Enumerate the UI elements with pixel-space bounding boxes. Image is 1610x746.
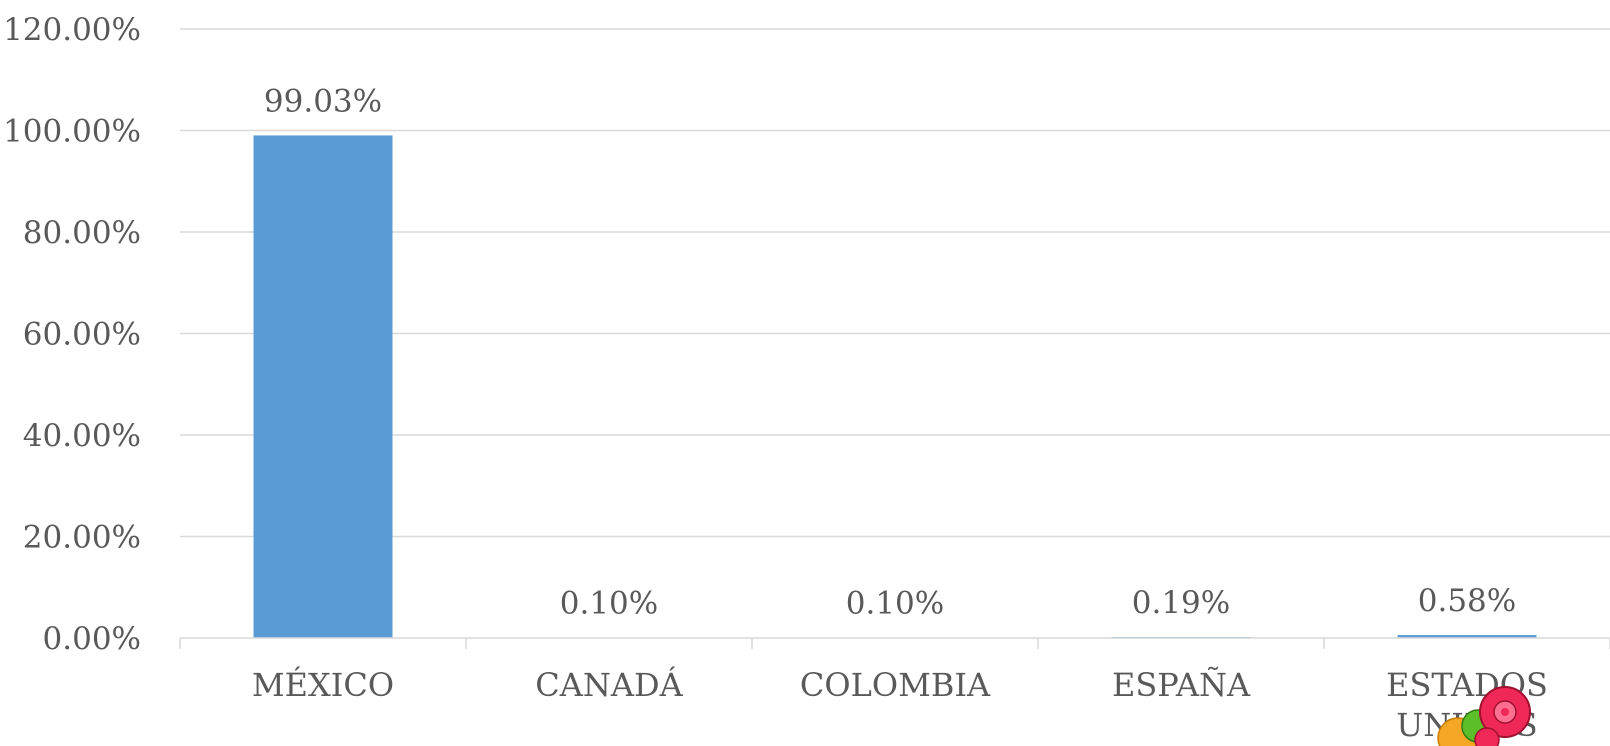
data-label: 0.58% [1418, 583, 1516, 619]
data-label: 0.10% [846, 585, 944, 621]
y-tick-label: 20.00% [23, 520, 141, 556]
y-axis-ticks: 0.00% 20.00% 40.00% 60.00% 80.00% 100.00% 120.… [3, 12, 141, 657]
y-tick-label: 120.00% [3, 12, 141, 48]
data-labels: 99.03% 0.10% 0.10% 0.19% 0.58% [264, 83, 1516, 621]
y-tick-label: 80.00% [23, 215, 141, 251]
y-tick-label: 100.00% [3, 114, 141, 150]
category-label: CANADÁ [535, 666, 683, 704]
bar [253, 135, 393, 639]
bar [1397, 635, 1537, 638]
gridlines [180, 28, 1610, 538]
category-label: MÉXICO [252, 666, 394, 704]
category-label: ESPAÑA [1112, 666, 1251, 704]
x-axis [179, 637, 1610, 649]
category-label: COLOMBIA [800, 666, 991, 704]
y-tick-label: 40.00% [23, 418, 141, 454]
decorative-flower-icon [1437, 686, 1531, 746]
category-labels: MÉXICOCANADÁCOLOMBIAESPAÑAESTADOSUNIDOS [252, 666, 1548, 744]
y-tick-label: 0.00% [43, 621, 141, 657]
y-tick-label: 60.00% [23, 317, 141, 353]
data-label: 99.03% [264, 83, 382, 119]
bars [253, 135, 1537, 639]
data-label: 0.10% [560, 585, 658, 621]
data-label: 0.19% [1132, 585, 1230, 621]
